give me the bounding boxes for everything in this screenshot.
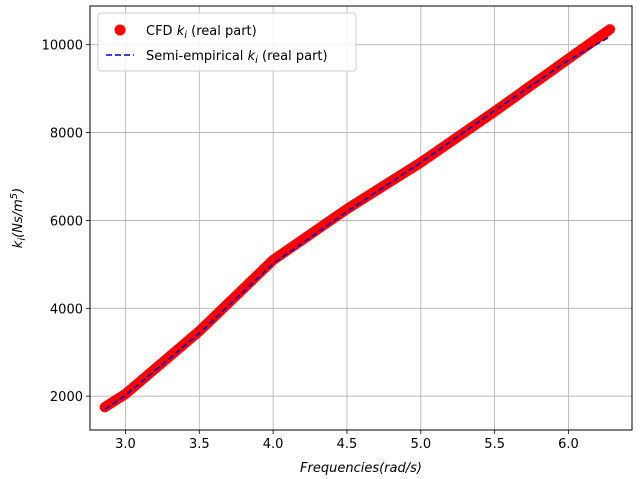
legend-label-cfd: CFD ki (real part) — [146, 24, 257, 41]
legend: CFD ki (real part) Semi-empirical ki (re… — [97, 12, 357, 72]
legend-box — [97, 12, 357, 72]
y-tick-label: 6000 — [50, 214, 83, 229]
cfd-point — [604, 24, 616, 35]
x-axis: 3.0 3.5 4.0 4.5 5.0 5.5 6.0 — [115, 430, 579, 452]
x-tick-label: 6.0 — [558, 437, 579, 452]
grid — [90, 6, 632, 430]
x-tick-label: 5.0 — [410, 437, 431, 452]
y-axis: 2000 4000 6000 8000 10000 — [42, 39, 90, 405]
legend-label-semi-empirical: Semi-empirical ki (real part) — [146, 49, 328, 66]
x-axis-label: Frequencies(rad/s) — [300, 461, 422, 476]
plot-frame — [89, 5, 633, 431]
x-tick-label: 3.5 — [189, 437, 210, 452]
y-tick-label: 8000 — [50, 127, 83, 142]
x-tick-label: 4.5 — [337, 437, 358, 452]
y-tick-label: 2000 — [50, 390, 83, 405]
x-tick-label: 5.5 — [484, 437, 505, 452]
series-semi-empirical-line — [104, 36, 611, 411]
y-axis-label: ki(Ns/m5) — [9, 188, 28, 248]
y-tick-label: 4000 — [50, 302, 83, 317]
y-tick-label: 10000 — [42, 39, 83, 54]
legend-marker-cfd — [114, 24, 126, 36]
x-tick-label: 4.0 — [263, 437, 284, 452]
x-tick-label: 3.0 — [115, 437, 136, 452]
